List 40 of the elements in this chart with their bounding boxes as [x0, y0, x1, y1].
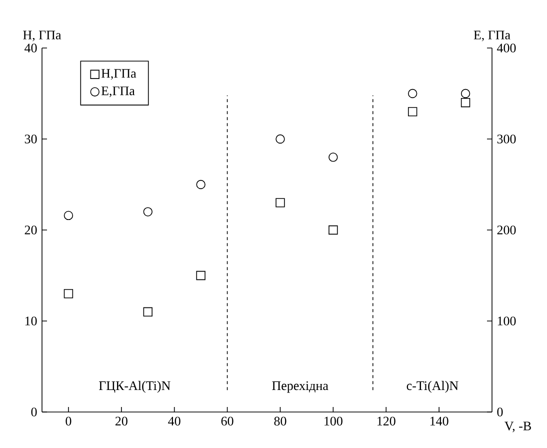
x-tick-label: 100	[324, 416, 342, 426]
y2-tick-label: 100	[498, 316, 516, 326]
point	[64, 289, 74, 298]
y-tick-label: 30	[24, 134, 37, 144]
y-tick-label: 0	[31, 408, 37, 416]
x-tick-label: 120	[378, 416, 396, 426]
annotation: ГЦК-Al(Ti)N	[99, 380, 170, 393]
point	[196, 180, 206, 190]
y2-axis-title: E, ГПа	[474, 30, 510, 42]
y2-tick-label: 200	[497, 226, 516, 234]
point	[64, 210, 74, 220]
point	[276, 134, 285, 144]
y-tick-label: 10	[25, 316, 37, 326]
x-tick-label: 140	[430, 416, 448, 426]
x-tick-label: 20	[115, 416, 128, 426]
y-tick-label: 20	[24, 226, 37, 234]
point	[143, 207, 152, 216]
y2-tick-label: 400	[496, 44, 516, 52]
point	[196, 270, 206, 280]
legend-label: H,ГПа	[101, 69, 136, 80]
point	[408, 107, 418, 116]
x-tick-label: 60	[221, 416, 234, 426]
point	[276, 198, 285, 208]
y2-tick-label: 300	[497, 134, 516, 144]
point	[460, 98, 470, 108]
legend-label: E,ГПа	[101, 86, 135, 98]
point	[143, 307, 152, 316]
point	[408, 88, 418, 98]
x-axis-title: V, -B	[504, 422, 531, 432]
y2-tick-label: 0	[497, 408, 503, 416]
annotation: Перехідна	[272, 381, 328, 393]
y-tick-label: 40	[24, 44, 37, 52]
point	[460, 88, 470, 98]
x-tick-label: 80	[274, 416, 286, 426]
annotation: c-Ti(Al)N	[406, 380, 458, 393]
y-axis-title: H, ГПа	[23, 30, 62, 42]
point	[328, 225, 338, 235]
x-tick-label: 40	[168, 416, 180, 426]
point	[328, 152, 338, 162]
x-tick-label: 0	[66, 416, 72, 426]
